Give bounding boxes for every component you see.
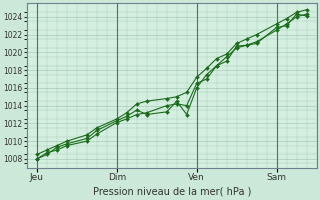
X-axis label: Pression niveau de la mer( hPa ): Pression niveau de la mer( hPa ) bbox=[92, 187, 251, 197]
